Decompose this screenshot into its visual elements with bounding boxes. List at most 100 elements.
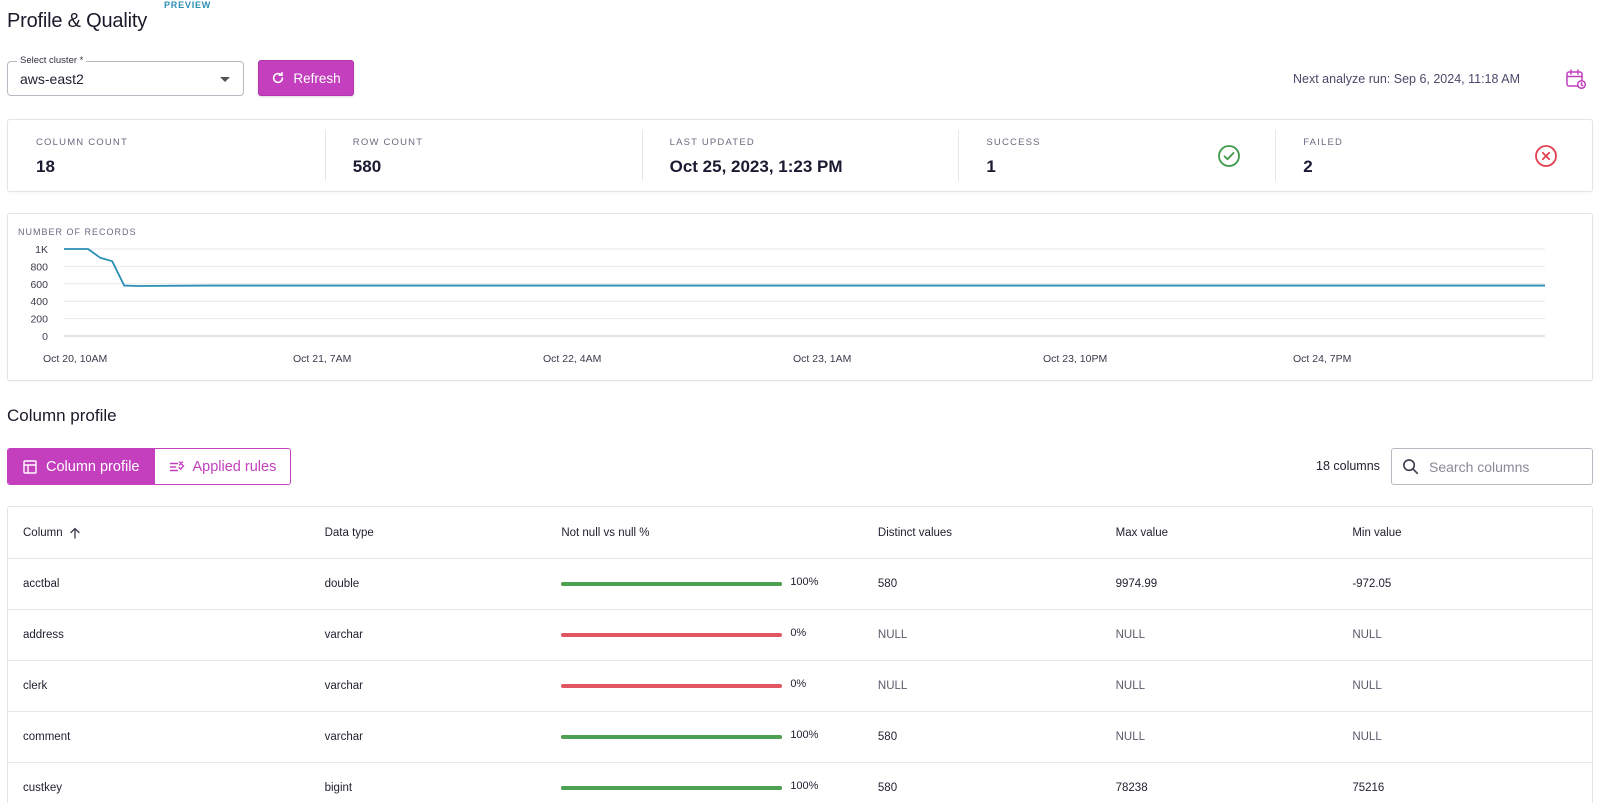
stat-row-count: ROW COUNT 580: [324, 120, 642, 191]
y-tick-label: 800: [30, 261, 48, 273]
table-header-row: Column Data type Not null vs null % Dist…: [8, 507, 1592, 559]
records-line-chart: 0 200 400 600 800 1K Oct 20, 10AM Oct 21, 7AM Oc…: [30, 244, 1545, 365]
y-tick-label: 600: [30, 279, 48, 291]
x-tick-label: Oct 22, 4AM: [543, 353, 601, 365]
notnull-bar: [561, 582, 783, 586]
check-circle-icon: [1218, 145, 1241, 167]
records-chart-card: NUMBER OF RECORDS 0 200 400 600 800 1K Oct 20,…: [7, 213, 1593, 381]
header-column[interactable]: Column: [8, 527, 325, 539]
notnull-bar: [561, 684, 783, 688]
tab-column-profile-label: Column profile: [46, 458, 140, 475]
stat-label: LAST UPDATED: [669, 137, 755, 148]
refresh-button[interactable]: Refresh: [258, 60, 354, 96]
y-tick-label: 400: [30, 296, 48, 308]
cell-notnull: 0%: [561, 678, 878, 692]
cell-column: address: [23, 629, 64, 641]
cell-distinct: 580: [877, 578, 898, 590]
cell-notnull: 100%: [561, 576, 878, 590]
header-max: Max value: [1115, 526, 1169, 539]
table-row: acctbal double 100% 580 9974.99 -972.05: [8, 559, 1592, 610]
stat-label: COLUMN COUNT: [36, 137, 128, 148]
header-min: Min value: [1352, 526, 1402, 539]
series-line: [64, 248, 1545, 287]
x-circle-icon: [1535, 145, 1557, 167]
cell-max: 9974.99: [1115, 578, 1158, 590]
tab-column-profile[interactable]: Column profile: [8, 449, 154, 484]
notnull-bar: [561, 633, 783, 637]
notnull-pct: 0%: [790, 627, 807, 639]
notnull-bar-fill: [561, 582, 783, 586]
cell-max: NULL: [1115, 629, 1146, 641]
stat-failed: FAILED 2: [1275, 120, 1592, 191]
table-row: address varchar 0% NULL NULL NULL: [8, 610, 1592, 661]
calendar-schedule-icon[interactable]: [1565, 68, 1587, 90]
cell-min: -972.05: [1352, 578, 1392, 590]
section-title: Column profile: [7, 406, 117, 425]
x-tick-label: Oct 21, 7AM: [293, 353, 351, 365]
x-tick-label: Oct 20, 10AM: [43, 353, 107, 365]
preview-badge: PREVIEW: [164, 0, 212, 10]
stats-card: COLUMN COUNT 18 ROW COUNT 580 LAST UPDAT…: [7, 119, 1593, 192]
cell-max: 78238: [1115, 782, 1148, 794]
cell-type: varchar: [324, 680, 363, 692]
tab-applied-rules-label: Applied rules: [192, 458, 277, 475]
refresh-icon: [273, 71, 284, 84]
notnull-pct: 0%: [790, 678, 807, 690]
notnull-pct: 100%: [790, 729, 819, 741]
table-icon: [23, 459, 37, 474]
cell-max: NULL: [1115, 680, 1146, 692]
sort-ascending-icon[interactable]: [69, 527, 81, 539]
stat-value: 2: [1303, 157, 1313, 176]
cell-min: NULL: [1352, 731, 1382, 743]
table-row: custkey bigint 100% 580 78238 75216: [8, 763, 1592, 803]
stat-label: SUCCESS: [986, 137, 1041, 148]
header-not-null: Not null vs null %: [561, 526, 650, 539]
stat-value: 580: [352, 157, 382, 176]
notnull-bar-fill: [561, 786, 783, 790]
page-title: Profile & Quality: [7, 10, 147, 32]
cell-notnull: 0%: [561, 627, 878, 641]
cluster-select[interactable]: Select cluster * aws-east2: [7, 55, 244, 96]
cell-column: clerk: [23, 680, 48, 692]
stat-value: Oct 25, 2023, 1:23 PM: [669, 157, 843, 176]
notnull-bar-fill: [561, 735, 783, 739]
table-row: clerk varchar 0% NULL NULL NULL: [8, 661, 1592, 712]
cell-min: NULL: [1352, 680, 1382, 692]
stat-value: 18: [36, 157, 55, 176]
y-tick-label: 0: [42, 331, 48, 343]
search-columns-input[interactable]: [1429, 458, 1579, 475]
tab-applied-rules[interactable]: Applied rules: [153, 449, 291, 484]
chart-title: NUMBER OF RECORDS: [18, 227, 137, 237]
notnull-pct: 100%: [790, 576, 819, 588]
cell-distinct: 580: [877, 731, 898, 743]
x-tick-label: Oct 23, 10PM: [1043, 353, 1107, 365]
table-row: comment varchar 100% 580 NULL NULL: [8, 712, 1592, 763]
cell-column: custkey: [23, 782, 62, 794]
notnull-pct: 100%: [790, 780, 819, 792]
cell-min: NULL: [1352, 629, 1382, 641]
y-tick-label: 200: [30, 314, 48, 326]
cell-type: double: [324, 578, 360, 590]
refresh-label: Refresh: [293, 70, 341, 86]
cell-type: varchar: [324, 731, 363, 743]
cell-notnull: 100%: [561, 729, 878, 743]
next-analyze-run: Next analyze run: Sep 6, 2024, 11:18 AM: [1293, 72, 1520, 86]
cell-min: 75216: [1352, 782, 1385, 794]
cell-distinct: 580: [877, 782, 898, 794]
rules-check-icon: [169, 460, 184, 471]
view-toggle: Column profile Applied rules: [7, 448, 292, 485]
stat-last-updated: LAST UPDATED Oct 25, 2023, 1:23 PM: [641, 120, 959, 191]
stat-success: SUCCESS 1: [958, 120, 1275, 191]
cell-column: comment: [23, 731, 71, 743]
search-columns[interactable]: [1391, 448, 1593, 485]
columns-count: 18 columns: [1316, 459, 1380, 473]
cell-distinct: NULL: [877, 680, 908, 692]
cell-column: acctbal: [23, 578, 60, 590]
notnull-bar: [561, 786, 783, 790]
cell-distinct: NULL: [877, 629, 908, 641]
stat-column-count: COLUMN COUNT 18: [8, 120, 325, 191]
y-tick-label: 1K: [35, 244, 48, 256]
stat-label: ROW COUNT: [352, 137, 424, 148]
x-tick-label: Oct 23, 1AM: [793, 353, 851, 365]
x-tick-label: Oct 24, 7PM: [1293, 353, 1351, 365]
